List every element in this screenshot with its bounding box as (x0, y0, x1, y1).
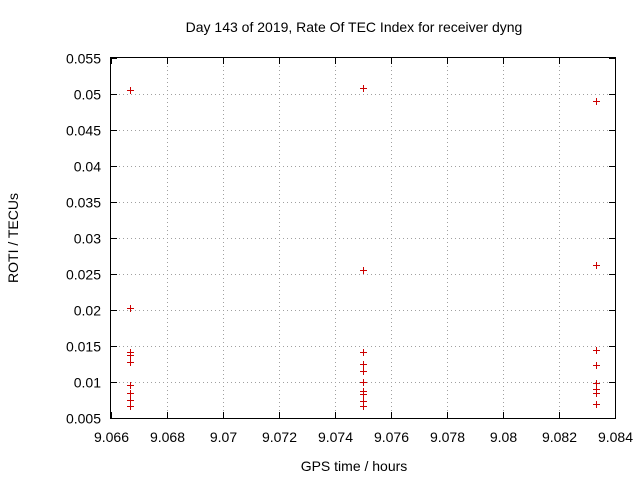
y-tick-label: 0.055 (66, 51, 101, 67)
data-point (360, 361, 367, 368)
data-point (593, 401, 600, 408)
data-point (127, 352, 134, 359)
grid-lines (111, 58, 615, 418)
x-tick-label: 9.068 (150, 429, 185, 445)
x-tick-label: 9.084 (598, 429, 633, 445)
data-point (593, 390, 600, 397)
y-tick-label: 0.015 (66, 339, 101, 355)
y-tick-label: 0.045 (66, 123, 101, 139)
data-point (360, 391, 367, 398)
y-tick-label: 0.05 (74, 87, 101, 103)
x-tick-label: 9.08 (490, 429, 517, 445)
plot-frame (110, 57, 616, 419)
data-point (593, 380, 600, 387)
x-tick-label: 9.072 (262, 429, 297, 445)
data-point (360, 349, 367, 356)
data-point (127, 382, 134, 389)
data-point (593, 362, 600, 369)
x-tick-label: 9.076 (374, 429, 409, 445)
data-point (127, 305, 134, 312)
data-point (360, 379, 367, 386)
x-tick-label: 9.082 (542, 429, 577, 445)
data-point (127, 359, 134, 366)
y-tick-label: 0.01 (74, 375, 101, 391)
data-point (593, 98, 600, 105)
y-tick-labels: 0.005 0.01 0.015 0.02 0.025 0.03 0.035 0.04 0.04… (66, 51, 101, 427)
x-tick-label: 9.074 (318, 429, 353, 445)
y-axis-label: ROTI / TECUs (5, 193, 21, 283)
data-point (127, 390, 134, 397)
data-point (593, 262, 600, 269)
data-point (127, 397, 134, 404)
data-point (127, 87, 134, 94)
y-tick-label: 0.005 (66, 411, 101, 427)
y-tick-label: 0.02 (74, 303, 101, 319)
x-tick-label: 9.07 (210, 429, 237, 445)
data-point (360, 85, 367, 92)
data-point (593, 347, 600, 354)
data-point (360, 368, 367, 375)
y-tick-label: 0.04 (74, 159, 101, 175)
data-point (360, 403, 367, 410)
x-tick-labels: 9.066 9.068 9.07 9.072 9.074 9.076 9.078 9.08 9.… (94, 429, 633, 445)
x-tick-label: 9.066 (94, 429, 129, 445)
y-tick-label: 0.035 (66, 195, 101, 211)
y-tick-label: 0.025 (66, 267, 101, 283)
data-point (360, 267, 367, 274)
x-axis-label: GPS time / hours (301, 458, 408, 474)
chart-title: Day 143 of 2019, Rate Of TEC Index for r… (186, 19, 523, 35)
data-point (127, 403, 134, 410)
data-points (127, 85, 600, 410)
y-tick-label: 0.03 (74, 231, 101, 247)
x-tick-label: 9.078 (430, 429, 465, 445)
